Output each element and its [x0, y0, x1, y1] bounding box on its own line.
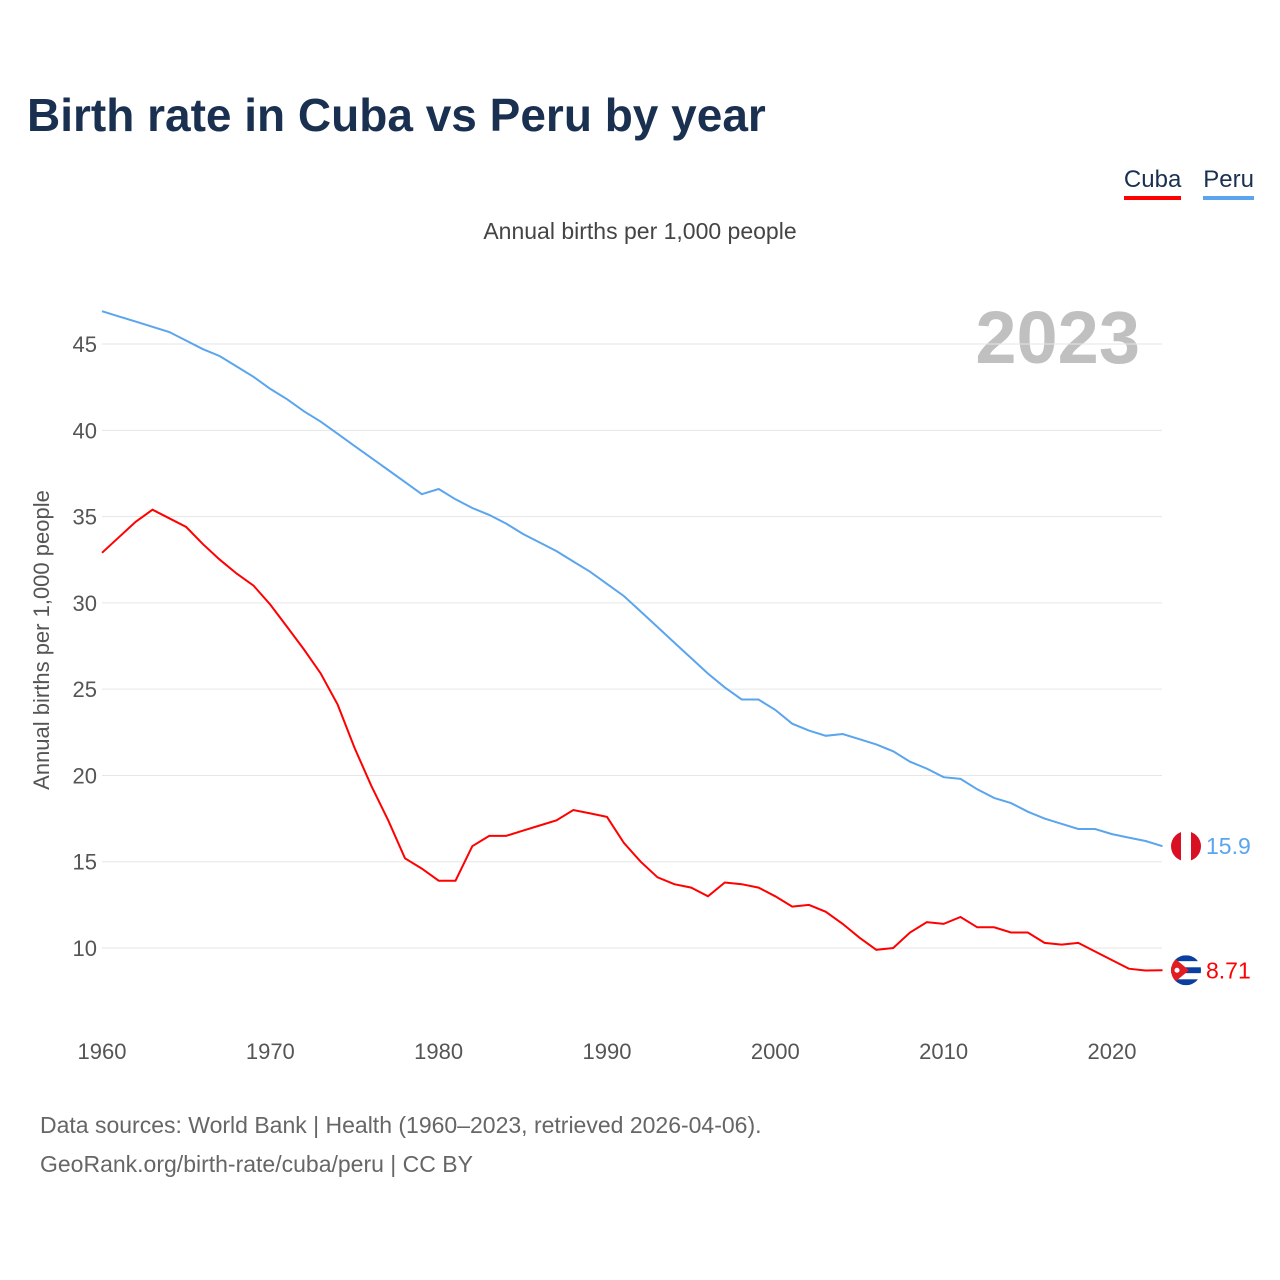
y-tick-label: 40 [73, 418, 97, 443]
y-tick-label: 15 [73, 850, 97, 875]
legend-item-cuba[interactable]: Cuba [1123, 166, 1182, 200]
y-tick-label: 45 [73, 332, 97, 357]
series-line-cuba [101, 508, 1163, 972]
y-tick-label: 25 [73, 677, 97, 702]
chart-subtitle: Annual births per 1,000 people [483, 218, 797, 244]
x-tick-label: 2010 [919, 1039, 968, 1064]
end-value-label-cuba: 8.71 [1206, 957, 1251, 983]
current-year: 2023 [975, 296, 1140, 379]
x-tick-label: 1990 [583, 1039, 632, 1064]
data-source: Data sources: World Bank | Health (1960–… [40, 1112, 762, 1138]
x-tick-label: 2000 [751, 1039, 800, 1064]
x-tick-label: 1970 [246, 1039, 295, 1064]
series-line-peru [101, 310, 1163, 848]
x-tick-label: 1980 [414, 1039, 463, 1064]
y-tick-label: 20 [73, 763, 97, 788]
y-tick-label: 10 [73, 936, 97, 961]
end-value-label-peru: 15.9 [1206, 833, 1251, 859]
flag-cuba-icon [1171, 955, 1201, 986]
x-tick-label: 2020 [1088, 1039, 1137, 1064]
y-tick-label: 30 [73, 591, 97, 616]
flag-peru-icon [1171, 831, 1201, 862]
footer: Data sources: World Bank | Health (1960–… [40, 1106, 762, 1184]
legend: Cuba Peru [1123, 166, 1254, 200]
source-link[interactable]: GeoRank.org/birth-rate/cuba/peru | CC BY [40, 1151, 473, 1177]
x-tick-label: 1960 [78, 1039, 127, 1064]
legend-item-peru[interactable]: Peru [1203, 166, 1254, 200]
chart-title: Birth rate in Cuba vs Peru by year [27, 89, 766, 141]
y-tick-label: 35 [73, 505, 97, 530]
